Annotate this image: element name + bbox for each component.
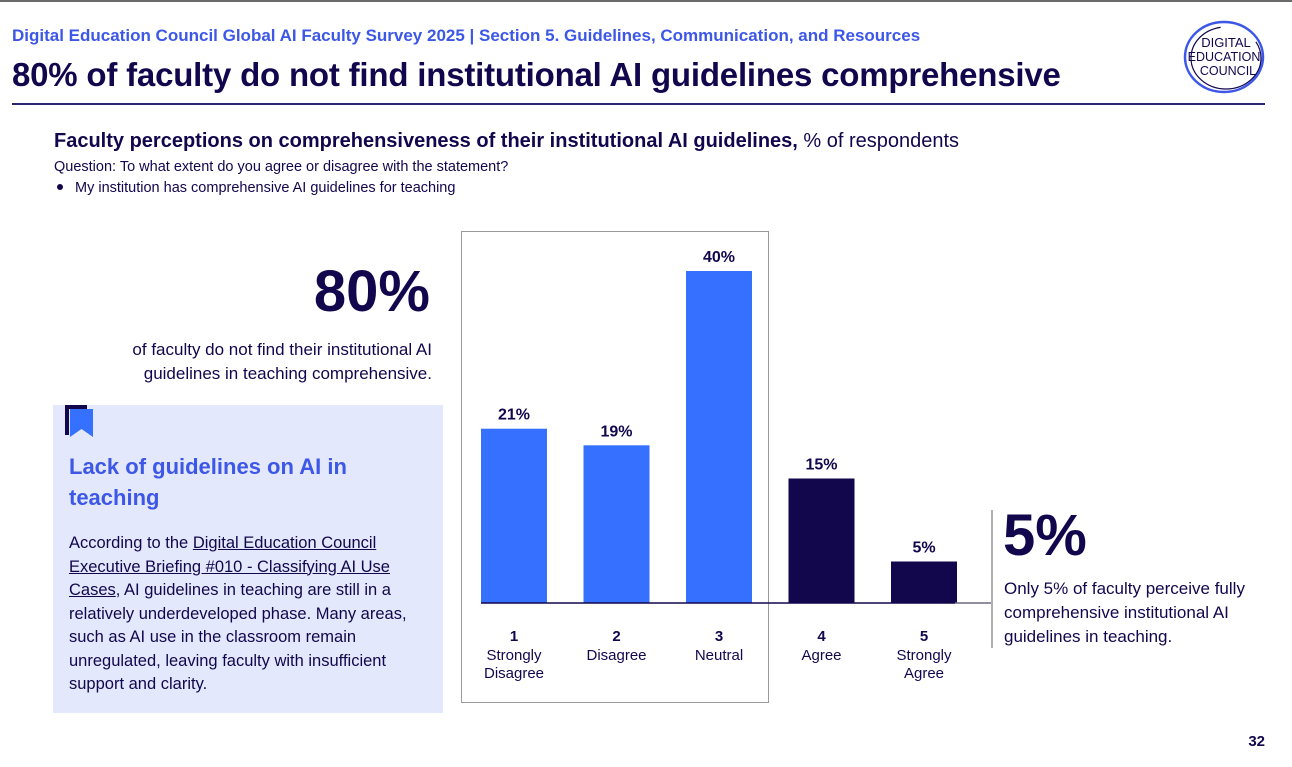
tick-number-1: 1 xyxy=(510,628,518,645)
tick-number-3: 3 xyxy=(715,628,723,645)
header-divider xyxy=(12,103,1265,105)
dec-logo: DIGITAL EDUCATION COUNCIL xyxy=(1180,17,1268,97)
logo-line-3: COUNCIL xyxy=(1200,64,1256,78)
chart-title-unit: % of respondents xyxy=(797,130,960,152)
bar-5 xyxy=(891,561,957,603)
data-label-5: 5% xyxy=(912,540,935,557)
briefing-link[interactable]: Digital Education Council Executive Brie… xyxy=(69,534,390,599)
tick-label-3: Neutral xyxy=(695,647,743,664)
logo-line-1: DIGITAL xyxy=(1201,35,1251,50)
tick-label-5-line-2: Agree xyxy=(904,665,944,682)
bar-3 xyxy=(686,271,752,603)
tick-number-5: 5 xyxy=(920,628,928,645)
dec-logo-icon: DIGITAL EDUCATION COUNCIL xyxy=(1183,20,1265,94)
bookmark-icon xyxy=(65,405,93,437)
highlight-stat-80: 80% xyxy=(313,259,430,324)
highlight-stat-5: 5% xyxy=(1003,503,1087,568)
highlight-stat-5-description: Only 5% of faculty perceive fully compre… xyxy=(1004,579,1245,646)
callout-body-suffix: , AI guidelines in teaching are still in… xyxy=(69,581,407,693)
data-label-2: 19% xyxy=(600,423,632,440)
survey-statement-text: My institution has comprehensive AI guid… xyxy=(75,180,456,196)
chart-title: Faculty perceptions on comprehensiveness… xyxy=(54,130,959,153)
logo-line-2: EDUCATION xyxy=(1188,50,1261,64)
page-title: 80% of faculty do not find institutional… xyxy=(12,56,1061,93)
bar-2 xyxy=(583,445,650,603)
callout-body: According to the Digital Education Counc… xyxy=(69,532,431,697)
bar-1 xyxy=(481,428,547,603)
stat-bracket xyxy=(991,510,993,648)
survey-statement: My institution has comprehensive AI guid… xyxy=(54,180,455,196)
top-border xyxy=(0,0,1292,2)
neutral-highlight-box xyxy=(461,231,769,703)
survey-question: Question: To what extent do you agree or… xyxy=(54,159,509,175)
page-number: 32 xyxy=(1248,733,1265,750)
tick-number-2: 2 xyxy=(612,628,620,645)
bullet-icon xyxy=(57,184,63,191)
tick-label-4: Agree xyxy=(801,647,841,664)
tick-label-5-line-1: Strongly xyxy=(896,647,952,664)
tick-label-1-line-2: Disagree xyxy=(484,665,544,682)
data-label-4: 15% xyxy=(805,457,837,474)
tick-label-2: Disagree xyxy=(586,647,646,664)
section-kicker: Digital Education Council Global AI Facu… xyxy=(12,26,921,45)
callout-title: Lack of guidelines on AI in teaching xyxy=(69,454,347,510)
tick-label-1-line-1: Strongly xyxy=(486,647,542,664)
bar-4 xyxy=(788,478,855,603)
callout-panel: Lack of guidelines on AI in teaching Acc… xyxy=(53,405,443,713)
chart-title-main: Faculty perceptions on comprehensiveness… xyxy=(54,130,798,152)
data-label-1: 21% xyxy=(498,407,530,424)
tick-number-4: 4 xyxy=(817,628,826,645)
data-label-3: 40% xyxy=(703,249,735,266)
callout-body-prefix: According to the xyxy=(69,534,193,552)
highlight-stat-80-description: of faculty do not find their institution… xyxy=(132,340,432,383)
